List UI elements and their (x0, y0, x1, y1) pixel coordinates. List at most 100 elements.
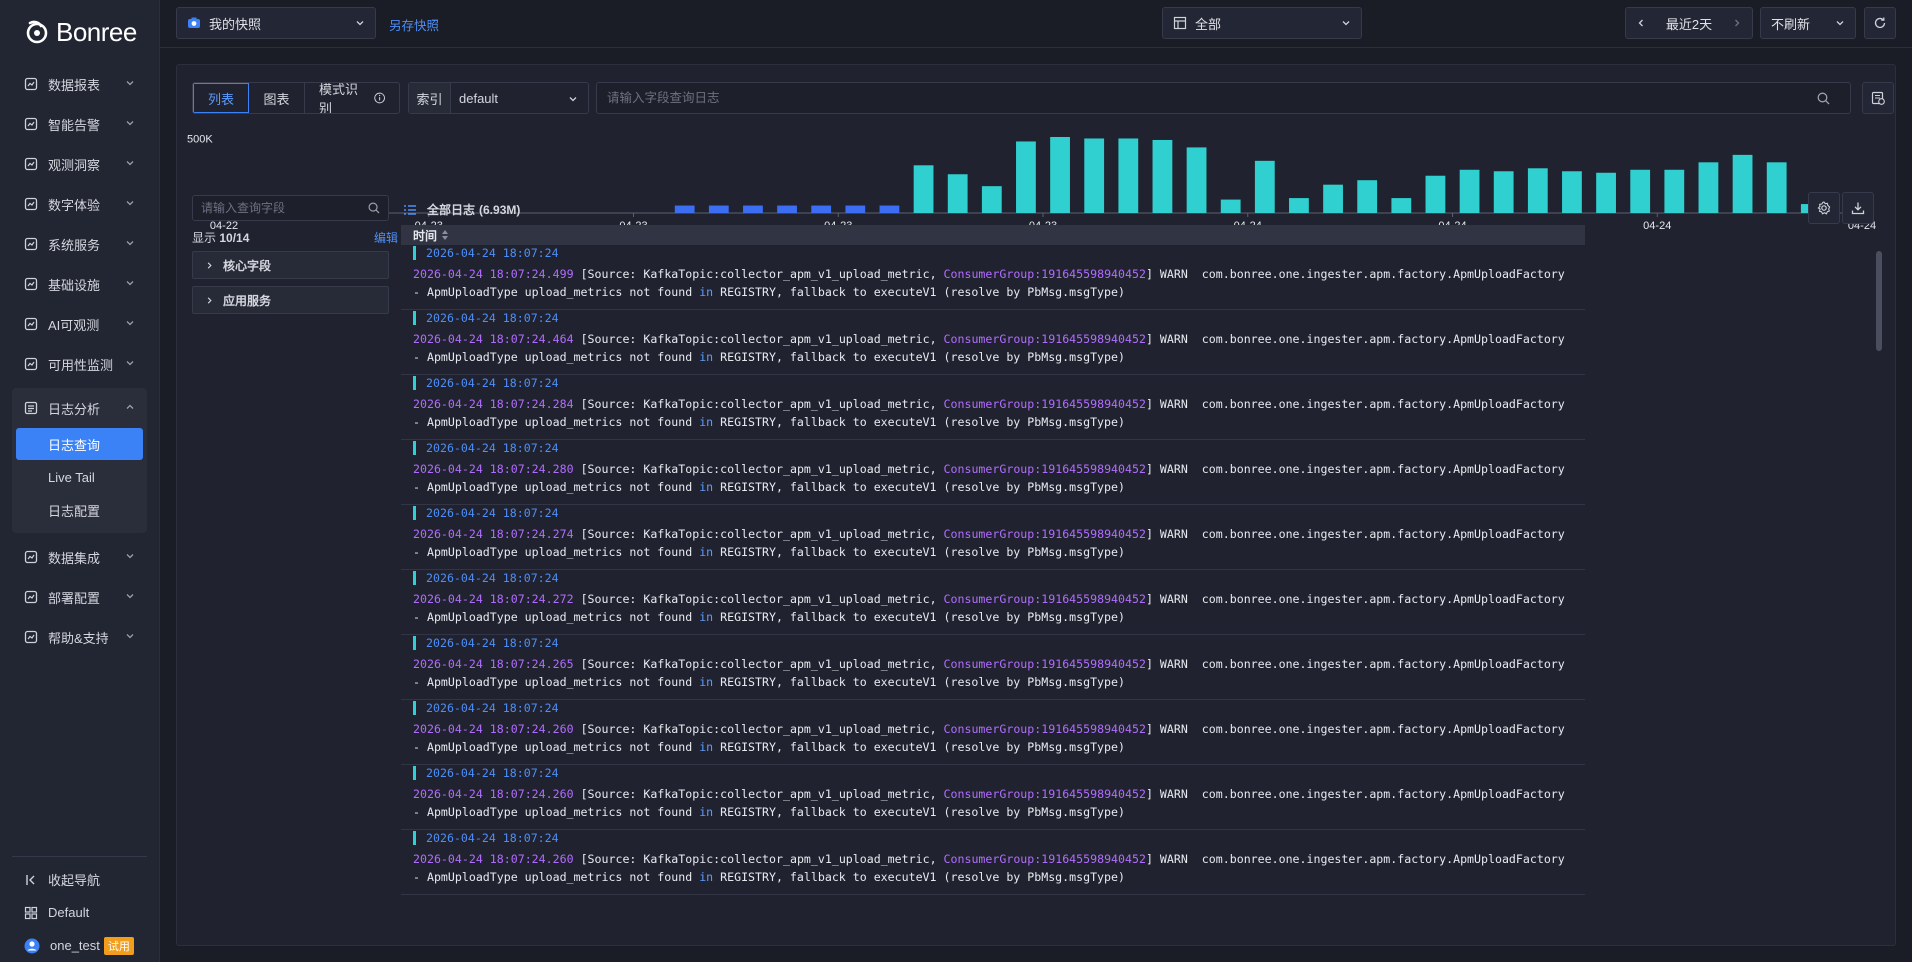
histogram-bar[interactable] (1084, 138, 1105, 213)
log-timestamp[interactable]: 2026-04-24 18:07:24 (413, 636, 559, 650)
log-message[interactable]: 2026-04-24 18:07:24.260 [Source: KafkaTo… (413, 787, 1579, 819)
search-icon[interactable] (368, 202, 380, 214)
histogram-bar[interactable] (1493, 171, 1514, 213)
histogram-bar[interactable] (708, 205, 729, 213)
field-group-core[interactable]: 核心字段 (192, 251, 389, 279)
log-timestamp[interactable]: 2026-04-24 18:07:24 (413, 441, 559, 455)
histogram-bar[interactable] (1562, 171, 1582, 213)
histogram-bar[interactable] (1220, 199, 1241, 213)
list-toggle-icon[interactable] (403, 204, 417, 216)
log-entry[interactable]: 2026-04-24 18:07:24 2026-04-24 18:07:24.… (401, 830, 1585, 895)
log-entry[interactable]: 2026-04-24 18:07:24 2026-04-24 18:07:24.… (401, 570, 1585, 635)
log-timestamp[interactable]: 2026-04-24 18:07:24 (413, 831, 559, 845)
histogram-bar[interactable] (1732, 154, 1753, 213)
save-snapshot-link[interactable]: 另存快照 (389, 19, 440, 33)
histogram-bar[interactable] (1152, 139, 1173, 213)
search-icon[interactable] (1817, 92, 1830, 105)
histogram-bar[interactable] (1186, 147, 1207, 213)
sidebar-item-log-analysis[interactable]: 日志分析 (12, 388, 147, 428)
histogram-bar[interactable] (947, 174, 968, 213)
histogram-bar[interactable] (913, 165, 934, 213)
histogram-bar[interactable] (743, 205, 763, 213)
time-range-picker[interactable]: 最近2天 (1625, 7, 1753, 39)
sidebar-item-items_after-2[interactable]: 帮助&支持 (0, 617, 159, 657)
histogram-bar[interactable] (1323, 184, 1343, 213)
log-list-scrollbar[interactable] (1876, 251, 1882, 351)
histogram-bar[interactable] (777, 205, 797, 213)
log-message[interactable]: 2026-04-24 18:07:24.280 [Source: KafkaTo… (413, 462, 1579, 494)
sidebar-item-items-7[interactable]: 可用性监测 (0, 344, 159, 384)
sidebar-item-items-0[interactable]: 数据报表 (0, 64, 159, 104)
log-timestamp[interactable]: 2026-04-24 18:07:24 (413, 766, 559, 780)
histogram-bar[interactable] (1425, 175, 1446, 213)
column-time[interactable]: 时间 (413, 228, 438, 243)
sidebar-item-items_after-1[interactable]: 部署配置 (0, 577, 159, 617)
sidebar-subitem-log-query[interactable]: 日志查询 (16, 428, 143, 460)
histogram-bar[interactable] (1664, 169, 1685, 213)
tab-chart[interactable]: 图表 (249, 83, 305, 113)
log-entry[interactable]: 2026-04-24 18:07:24 2026-04-24 18:07:24.… (401, 635, 1585, 700)
histogram-bar[interactable] (1254, 160, 1275, 213)
workspace-switcher[interactable]: Default (12, 896, 147, 929)
sidebar-item-items-2[interactable]: 观测洞察 (0, 144, 159, 184)
log-timestamp[interactable]: 2026-04-24 18:07:24 (413, 246, 559, 260)
histogram-bar[interactable] (845, 205, 866, 213)
histogram-bar[interactable] (1698, 162, 1719, 213)
log-entry[interactable]: 2026-04-24 18:07:24 2026-04-24 18:07:24.… (401, 765, 1585, 830)
snapshot-select[interactable]: 我的快照 (176, 7, 376, 39)
refresh-interval-select[interactable]: 不刷新 (1760, 7, 1856, 39)
histogram-bar[interactable] (1766, 162, 1787, 213)
sidebar-item-items-5[interactable]: 基础设施 (0, 264, 159, 304)
tab-list[interactable]: 列表 (193, 83, 249, 113)
log-timestamp[interactable]: 2026-04-24 18:07:24 (413, 376, 559, 390)
histogram-bar[interactable] (1357, 180, 1378, 213)
histogram-bar[interactable] (811, 205, 832, 213)
histogram-bar[interactable] (1050, 136, 1070, 213)
log-message[interactable]: 2026-04-24 18:07:24.284 [Source: KafkaTo… (413, 397, 1579, 429)
log-message[interactable]: 2026-04-24 18:07:24.265 [Source: KafkaTo… (413, 657, 1579, 689)
brand-logo[interactable]: Bonree (0, 0, 159, 64)
index-select[interactable]: 索引 default (408, 82, 589, 114)
sidebar-item-items-1[interactable]: 智能告警 (0, 104, 159, 144)
log-entry[interactable]: 2026-04-24 18:07:24 2026-04-24 18:07:24.… (401, 700, 1585, 765)
histogram-bar[interactable] (1459, 169, 1480, 213)
histogram-bar[interactable] (1630, 169, 1651, 213)
log-entry[interactable]: 2026-04-24 18:07:24 2026-04-24 18:07:24.… (401, 245, 1585, 310)
histogram-bar[interactable] (1527, 168, 1548, 213)
log-message[interactable]: 2026-04-24 18:07:24.274 [Source: KafkaTo… (413, 527, 1579, 559)
log-message[interactable]: 2026-04-24 18:07:24.272 [Source: KafkaTo… (413, 592, 1579, 624)
field-search-input[interactable] (192, 195, 389, 221)
histogram-bar[interactable] (981, 186, 1002, 213)
log-volume-histogram[interactable]: 500K004-2218:00:0004-2300:00:0004-2306:0… (187, 117, 1887, 235)
log-timestamp[interactable]: 2026-04-24 18:07:24 (413, 506, 559, 520)
histogram-bar[interactable] (879, 205, 900, 213)
log-timestamp[interactable]: 2026-04-24 18:07:24 (413, 311, 559, 325)
collapse-nav-button[interactable]: 收起导航 (12, 863, 147, 896)
histogram-bar[interactable] (674, 205, 695, 213)
sidebar-item-items-4[interactable]: 系统服务 (0, 224, 159, 264)
log-entry[interactable]: 2026-04-24 18:07:24 2026-04-24 18:07:24.… (401, 505, 1585, 570)
log-search-input[interactable] (596, 82, 1851, 114)
log-message[interactable]: 2026-04-24 18:07:24.499 [Source: KafkaTo… (413, 267, 1579, 299)
histogram-bar[interactable] (1118, 138, 1139, 213)
histogram-bar[interactable] (1016, 141, 1036, 213)
log-entry[interactable]: 2026-04-24 18:07:24 2026-04-24 18:07:24.… (401, 310, 1585, 375)
refresh-button[interactable] (1864, 7, 1896, 39)
sidebar-subitem-live-tail[interactable]: Live Tail (48, 469, 95, 485)
sidebar-item-items_after-0[interactable]: 数据集成 (0, 537, 159, 577)
column-settings-button[interactable] (1808, 192, 1840, 224)
field-group-app-service[interactable]: 应用服务 (192, 286, 389, 314)
sidebar-subitem-log-config[interactable]: 日志配置 (48, 503, 101, 519)
next-range-icon[interactable] (1732, 18, 1742, 28)
tab-pattern[interactable]: 模式识别 (305, 83, 399, 113)
sidebar-item-items-3[interactable]: 数字体验 (0, 184, 159, 224)
log-timestamp[interactable]: 2026-04-24 18:07:24 (413, 571, 559, 585)
log-entry[interactable]: 2026-04-24 18:07:24 2026-04-24 18:07:24.… (401, 440, 1585, 505)
query-history-button[interactable] (1862, 82, 1894, 114)
log-message[interactable]: 2026-04-24 18:07:24.464 [Source: KafkaTo… (413, 332, 1579, 364)
log-timestamp[interactable]: 2026-04-24 18:07:24 (413, 701, 559, 715)
histogram-bar[interactable] (1289, 198, 1309, 213)
log-entry[interactable]: 2026-04-24 18:07:24 2026-04-24 18:07:24.… (401, 375, 1585, 440)
log-message[interactable]: 2026-04-24 18:07:24.260 [Source: KafkaTo… (413, 722, 1579, 754)
download-button[interactable] (1842, 192, 1874, 224)
